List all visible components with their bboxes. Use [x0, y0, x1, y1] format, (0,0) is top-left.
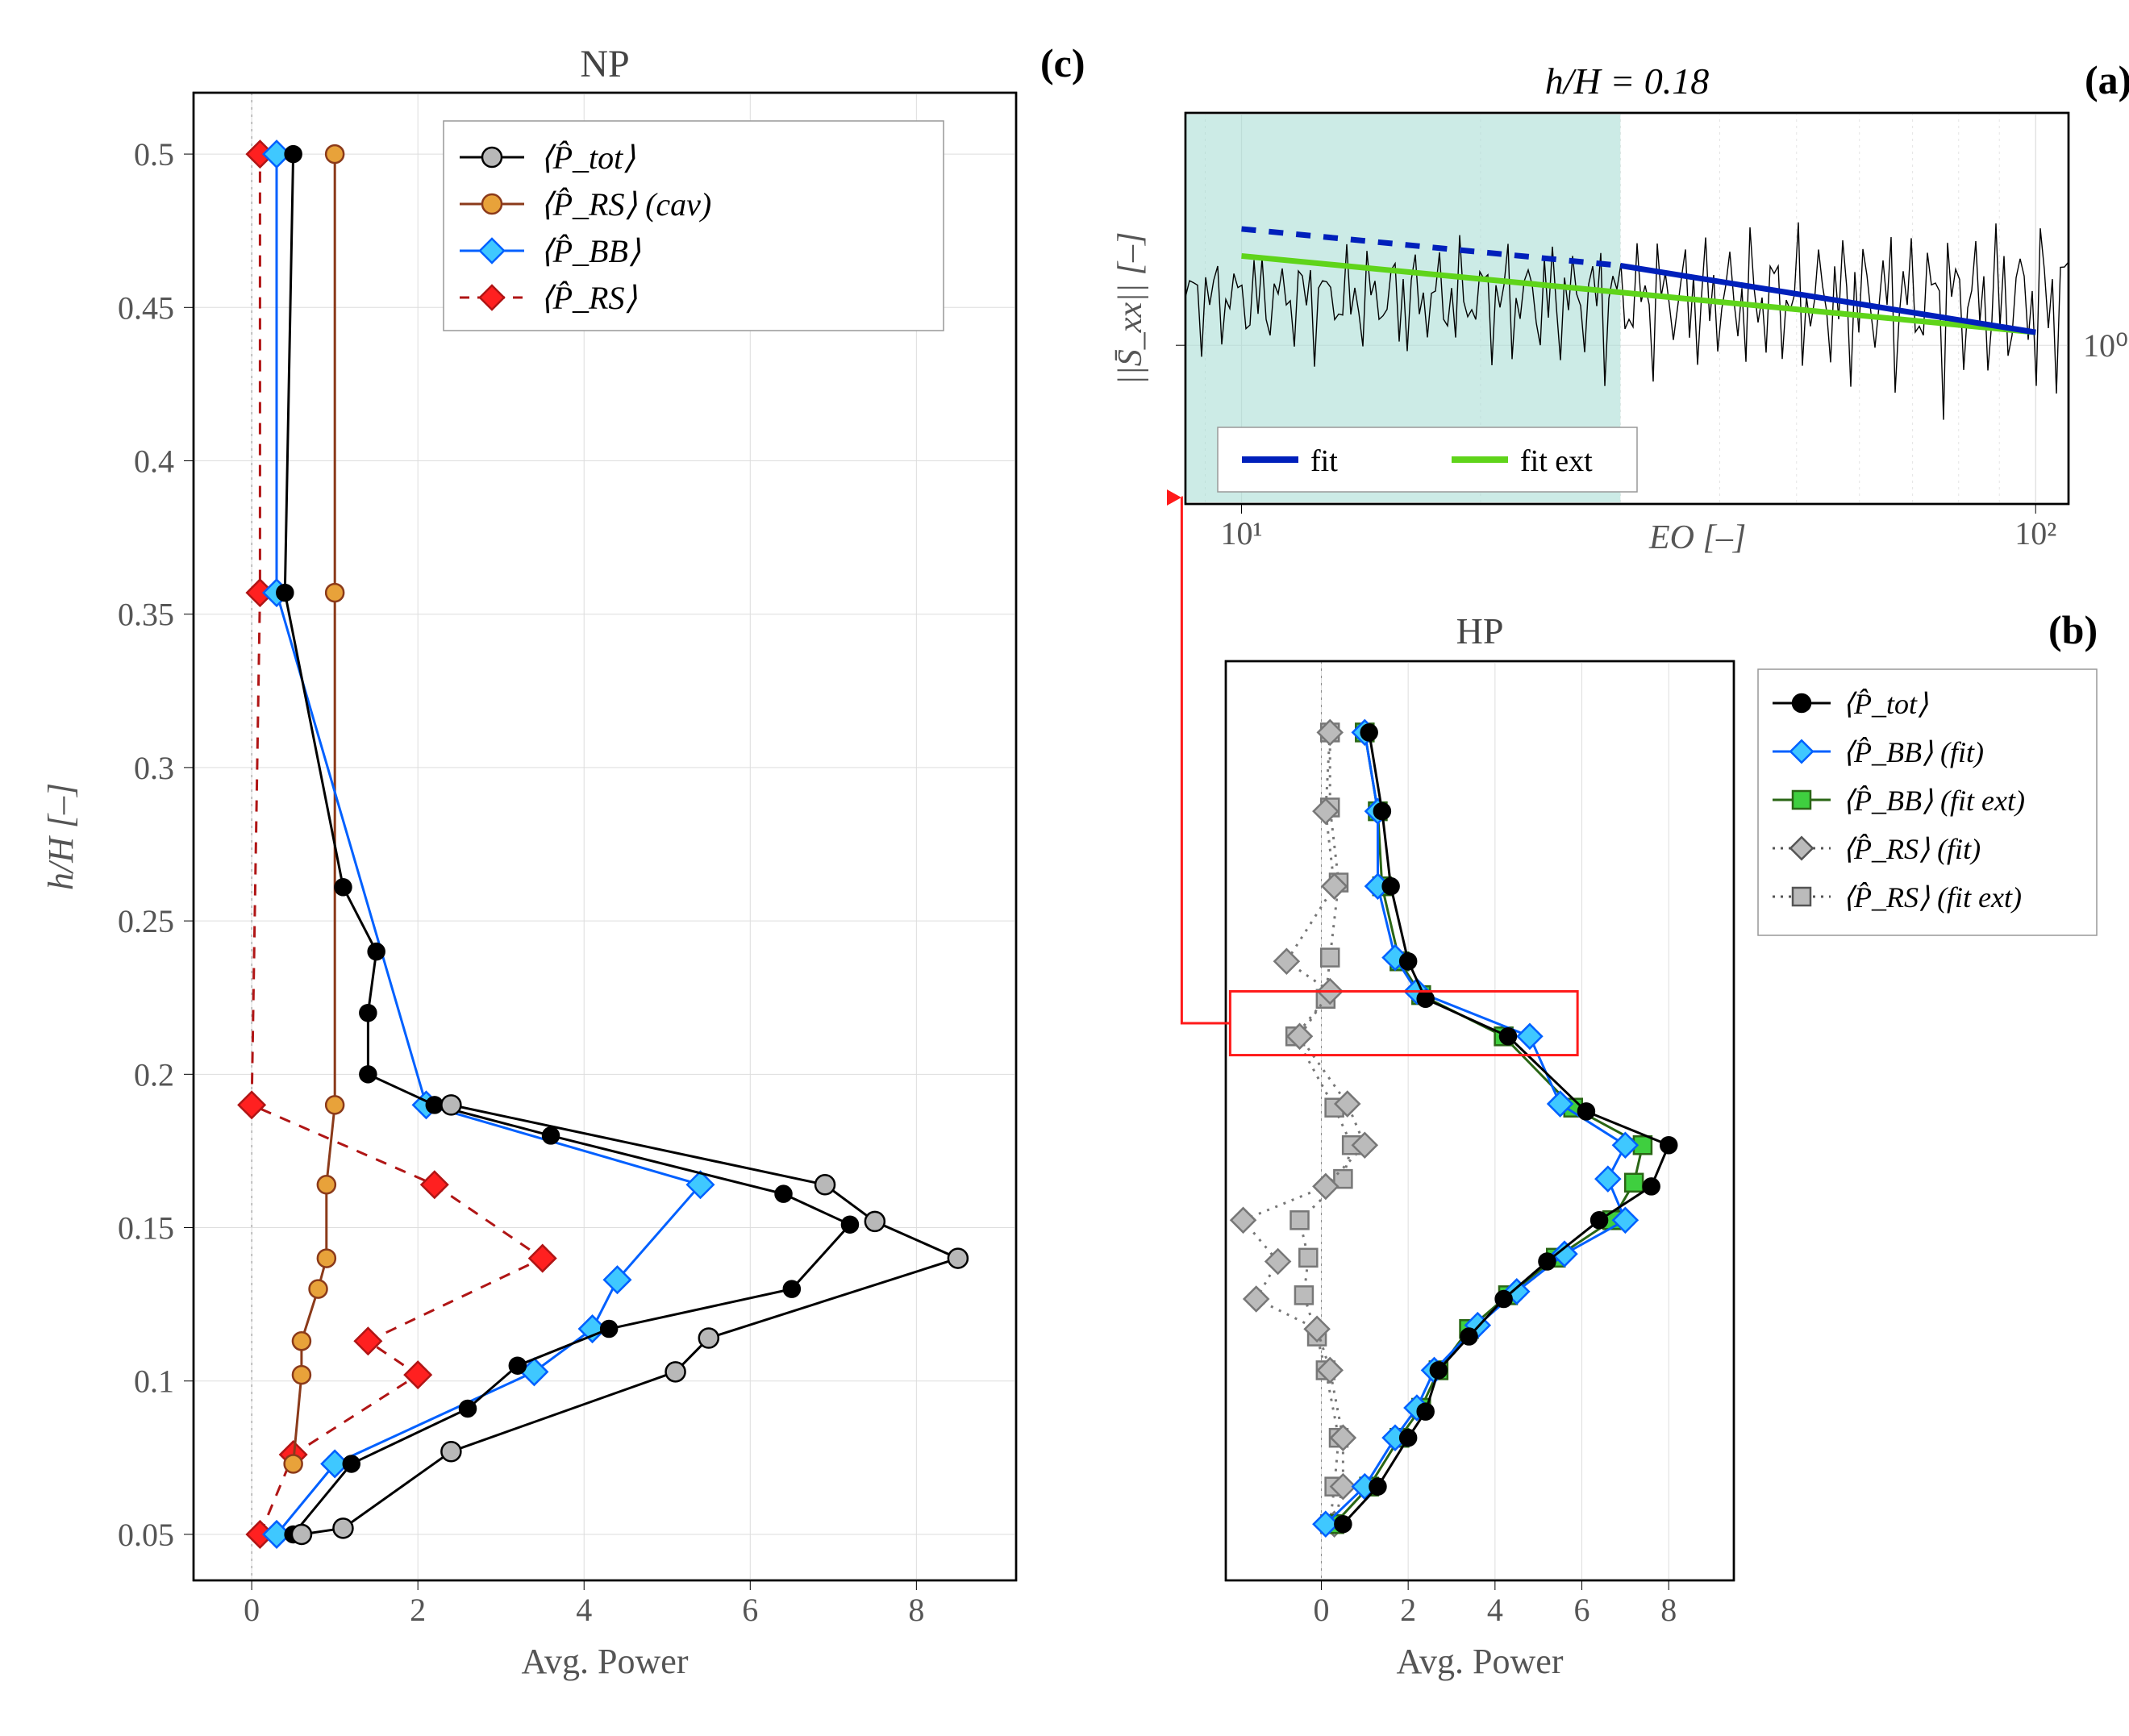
x-tick-label: 4 [1487, 1592, 1503, 1628]
legend-label: ⟨P̂_RS⟩ (fit ext) [1843, 881, 2022, 914]
x-tick-label: 6 [1574, 1592, 1590, 1628]
x-tick-label: 0 [1313, 1592, 1329, 1628]
panel-b-xlabel: Avg. Power [1397, 1642, 1564, 1681]
x-tick-label: 8 [1660, 1592, 1677, 1628]
figure-root: 024680.050.10.150.20.250.30.350.40.450.5… [16, 16, 2113, 1720]
legend-label: ⟨P̂_RS⟩ (fit) [1843, 833, 1981, 865]
panel-b-title: HP [1456, 610, 1504, 652]
legend-label: ⟨P̂_tot⟩ [1843, 688, 1928, 720]
x-tick-label: 2 [1400, 1592, 1416, 1628]
panel-b-legend: ⟨P̂_tot⟩ ⟨P̂_BB⟩ (fit) ⟨P̂_BB⟩ (fit ext) ⟨P… [1758, 669, 2097, 935]
panel-b-tag: (b) [2048, 607, 2098, 652]
legend-label: ⟨P̂_BB⟩ (fit ext) [1843, 785, 2025, 817]
legend-label: ⟨P̂_BB⟩ (fit) [1843, 736, 1984, 768]
